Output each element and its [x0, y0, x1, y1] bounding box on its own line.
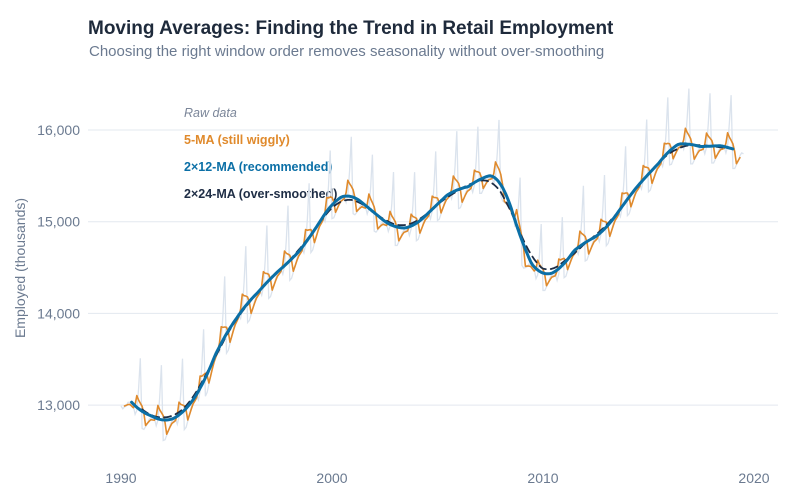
ma2x12-line	[130, 142, 735, 422]
y-tick-label: 13,000	[37, 397, 80, 413]
x-tick-label: 2020	[738, 470, 769, 486]
gridlines	[88, 129, 778, 406]
y-tick-label: 15,000	[37, 214, 80, 230]
ma5-line	[123, 127, 741, 435]
series-lines	[120, 88, 744, 442]
y-axis-ticks: 13,000 14,000 15,000 16,000	[37, 122, 80, 413]
x-axis-ticks: 1990 2000 2010 2020	[105, 470, 769, 486]
legend-5-ma: 5-MA (still wiggly)	[184, 133, 290, 147]
y-tick-label: 16,000	[37, 122, 80, 138]
chart-title: Moving Averages: Finding the Trend in Re…	[88, 18, 614, 39]
x-tick-label: 2010	[527, 470, 558, 486]
legend-raw-data: Raw data	[184, 106, 237, 120]
ma2x24-line	[141, 144, 724, 419]
legend-2x12-ma: 2×12-MA (recommended)	[184, 160, 333, 174]
chart-subtitle: Choosing the right window order removes …	[89, 43, 604, 60]
legend-2x24-ma: 2×24-MA (over-smoothed)	[184, 187, 337, 201]
x-tick-label: 2000	[316, 470, 347, 486]
x-tick-label: 1990	[105, 470, 136, 486]
y-axis-label: Employed (thousands)	[12, 198, 28, 338]
legend: Raw data 5-MA (still wiggly) 2×12-MA (re…	[184, 106, 337, 201]
y-tick-label: 14,000	[37, 305, 80, 321]
